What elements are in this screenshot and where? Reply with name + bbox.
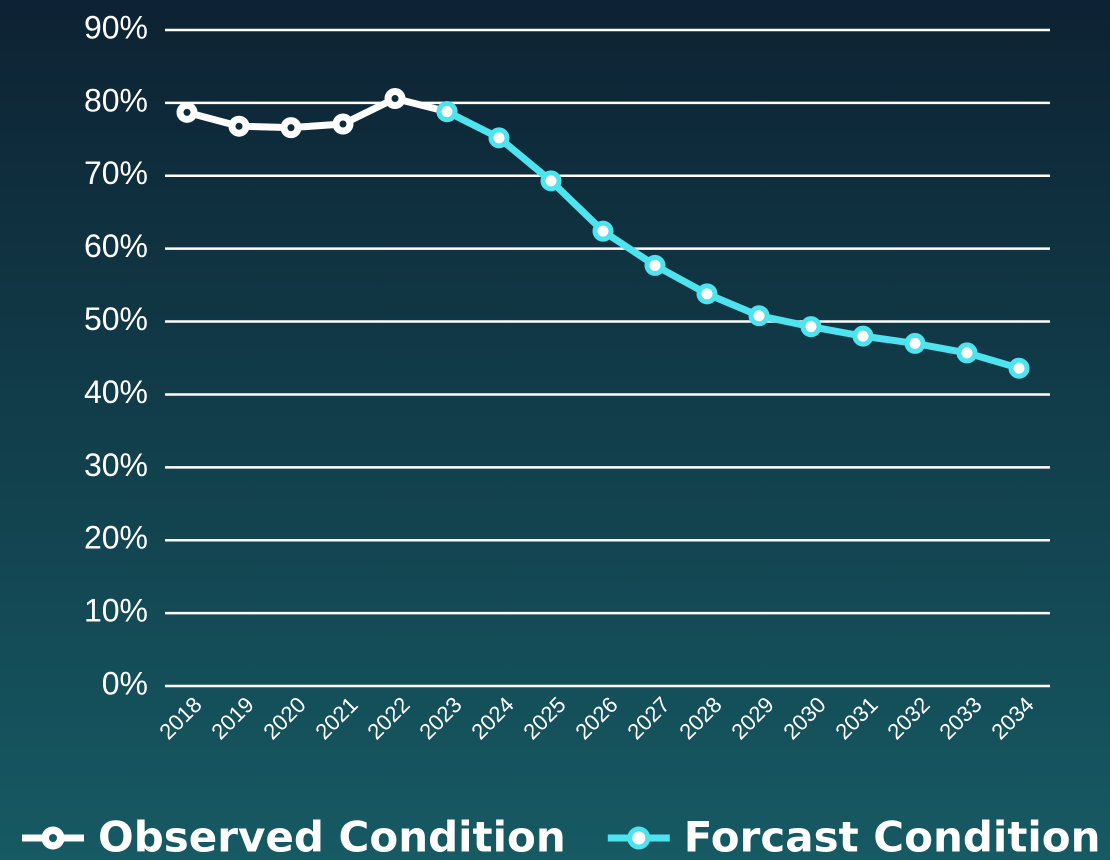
data-point [488,127,510,149]
data-point [592,220,614,242]
legend-item: Observed Condition [22,813,566,860]
data-point-core [235,122,243,130]
y-tick-label: 70% [84,155,148,191]
data-point [644,254,666,276]
data-point-core [391,95,399,103]
data-point [436,101,458,123]
data-point [696,283,718,305]
y-tick-label: 50% [84,301,148,337]
data-point-core [183,108,191,116]
legend-label: Forcast Condition [684,813,1101,860]
legend-marker-core [49,834,57,842]
legend-marker [627,826,651,850]
data-point-core [287,124,295,132]
y-tick-label: 10% [84,593,148,629]
legend-label: Observed Condition [98,813,566,860]
y-tick-label: 40% [84,374,148,410]
data-point [800,316,822,338]
y-tick-label: 90% [84,9,148,45]
y-tick-label: 20% [84,520,148,556]
data-point-core [339,120,347,128]
data-point [956,342,978,364]
data-point [904,332,926,354]
y-tick-label: 80% [84,82,148,118]
data-point [852,325,874,347]
y-tick-label: 60% [84,228,148,264]
y-tick-label: 0% [102,665,148,701]
data-point [540,170,562,192]
legend-item: Forcast Condition [607,813,1101,860]
data-point [1008,357,1030,379]
data-point [748,305,770,327]
y-tick-label: 30% [84,447,148,483]
